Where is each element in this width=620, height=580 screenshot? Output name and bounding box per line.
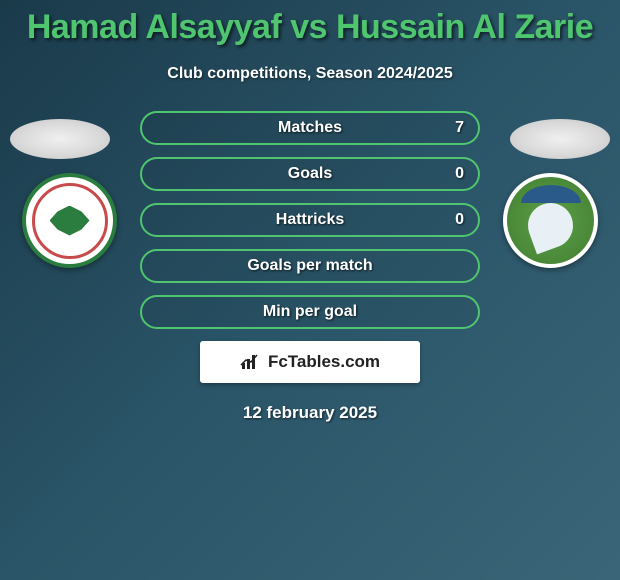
stat-row-hattricks: Hattricks 0 [140, 203, 480, 237]
stat-label: Goals per match [247, 257, 372, 275]
comparison-title: Hamad Alsayyaf vs Hussain Al Zarie [0, 0, 620, 47]
branding-text: FcTables.com [268, 352, 380, 372]
stat-right-value: 0 [455, 211, 464, 229]
stat-row-goals: Goals 0 [140, 157, 480, 191]
stat-label: Hattricks [276, 211, 344, 229]
club-right-logo [503, 173, 598, 268]
alfateh-icon [522, 197, 580, 255]
main-area: Matches 7 Goals 0 Hattricks 0 Goals per … [0, 111, 620, 423]
club-left-logo [22, 173, 117, 268]
stat-row-matches: Matches 7 [140, 111, 480, 145]
player-right-photo [510, 119, 610, 159]
date-label: 12 february 2025 [0, 403, 620, 423]
stat-label: Matches [278, 119, 342, 137]
ettifaq-icon [50, 206, 90, 236]
stat-right-value: 7 [455, 119, 464, 137]
season-subtitle: Club competitions, Season 2024/2025 [0, 65, 620, 83]
stat-row-goals-per-match: Goals per match [140, 249, 480, 283]
bar-chart-icon [240, 353, 262, 371]
player-left-photo [10, 119, 110, 159]
branding-badge[interactable]: FcTables.com [200, 341, 420, 383]
stat-label: Min per goal [263, 303, 357, 321]
stat-right-value: 0 [455, 165, 464, 183]
alfateh-arc-icon [521, 185, 581, 203]
stat-row-min-per-goal: Min per goal [140, 295, 480, 329]
stat-label: Goals [288, 165, 332, 183]
stats-container: Matches 7 Goals 0 Hattricks 0 Goals per … [140, 111, 480, 329]
